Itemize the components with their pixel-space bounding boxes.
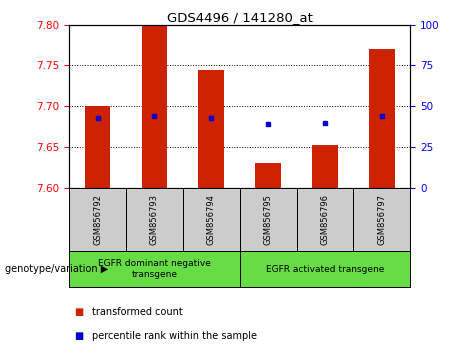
Bar [354, 188, 410, 251]
Text: GSM856795: GSM856795 [264, 194, 272, 245]
Text: GSM856793: GSM856793 [150, 194, 159, 245]
Bar [369, 49, 395, 188]
Text: GSM856794: GSM856794 [207, 194, 216, 245]
Bar [142, 25, 167, 188]
Bar [240, 251, 410, 287]
Text: transformed count: transformed count [92, 307, 183, 316]
Bar [312, 145, 338, 188]
Text: percentile rank within the sample: percentile rank within the sample [92, 331, 257, 341]
Bar [69, 188, 126, 251]
Text: GSM856796: GSM856796 [320, 194, 330, 245]
Bar [126, 188, 183, 251]
Bar [255, 163, 281, 188]
Text: ■: ■ [74, 331, 83, 341]
Text: GSM856797: GSM856797 [378, 194, 386, 245]
Bar [296, 188, 354, 251]
Bar [199, 69, 224, 188]
Bar [183, 188, 240, 251]
Text: ■: ■ [74, 307, 83, 316]
Text: genotype/variation ▶: genotype/variation ▶ [5, 264, 108, 274]
Text: EGFR activated transgene: EGFR activated transgene [266, 264, 384, 274]
Bar [69, 251, 240, 287]
Bar [240, 188, 296, 251]
Title: GDS4496 / 141280_at: GDS4496 / 141280_at [167, 11, 313, 24]
Text: GSM856792: GSM856792 [93, 194, 102, 245]
Bar [85, 106, 110, 188]
Text: EGFR dominant negative
transgene: EGFR dominant negative transgene [98, 259, 211, 279]
